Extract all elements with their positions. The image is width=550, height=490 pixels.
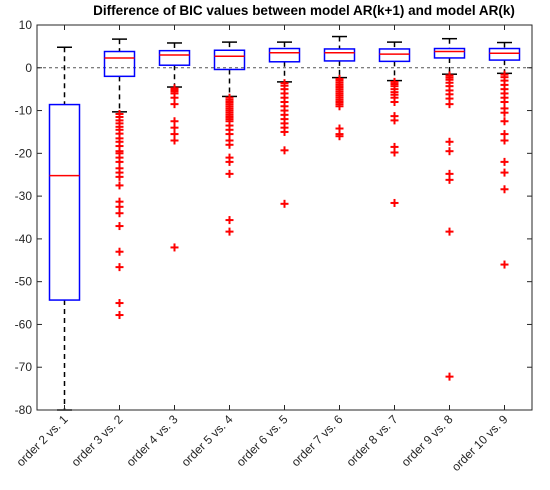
outlier-marker (445, 372, 454, 381)
outlier-marker (170, 100, 179, 109)
y-tick-label: -70 (15, 360, 33, 374)
x-tick-label: order 7 vs. 6 (289, 412, 346, 469)
x-tick-label: order 10 vs. 9 (449, 412, 511, 474)
x-tick-label: order 8 vs. 7 (344, 412, 401, 469)
y-tick-label: -40 (15, 232, 33, 246)
outlier-marker (170, 243, 179, 252)
outlier-marker (390, 148, 399, 157)
y-tick-label: -60 (15, 317, 33, 331)
y-tick-label: -20 (15, 146, 33, 160)
y-tick-label: 0 (25, 61, 32, 75)
box-iqr (213, 49, 246, 71)
box-iqr (158, 49, 191, 66)
outlier-marker (390, 198, 399, 207)
outlier-marker (170, 136, 179, 145)
outlier-marker (500, 136, 509, 145)
x-tick-label: order 4 vs. 3 (124, 412, 181, 469)
outlier-marker (335, 132, 344, 141)
outlier-marker (445, 137, 454, 146)
outlier-marker (500, 168, 509, 177)
outlier-marker (225, 227, 234, 236)
box-iqr (378, 48, 411, 63)
box-iqr (48, 103, 81, 301)
y-tick-label: 10 (19, 18, 33, 32)
outlier-marker (225, 140, 234, 149)
outlier-marker (390, 98, 399, 106)
outlier-marker (115, 299, 124, 308)
outlier-marker (115, 181, 124, 190)
y-tick-label: -50 (15, 275, 33, 289)
outlier-marker (115, 311, 124, 320)
box-iqr (323, 48, 356, 62)
outlier-marker (445, 175, 454, 184)
outlier-marker (225, 157, 234, 166)
outlier-marker (280, 146, 289, 155)
outlier-marker (225, 169, 234, 178)
outlier-marker (115, 247, 124, 256)
x-tick-label: order 5 vs. 4 (179, 412, 236, 469)
outlier-marker (115, 263, 124, 272)
y-tick-label: -10 (15, 104, 33, 118)
x-tick-label: order 2 vs. 1 (14, 412, 71, 469)
outlier-marker (115, 222, 124, 231)
outlier-marker (335, 102, 344, 111)
x-tick-label: order 3 vs. 2 (69, 412, 126, 469)
outlier-marker (115, 172, 124, 181)
outlier-marker (115, 209, 124, 218)
outlier-marker (225, 216, 234, 225)
box-iqr (103, 50, 136, 78)
outlier-marker (280, 127, 289, 136)
outlier-marker (445, 147, 454, 156)
outlier-marker (280, 199, 289, 208)
box-iqr (433, 47, 466, 59)
outlier-marker (500, 108, 509, 117)
outlier-marker (390, 116, 399, 125)
outlier-marker (500, 157, 509, 166)
box-iqr (488, 47, 521, 61)
outlier-marker (500, 117, 509, 126)
outlier-marker (445, 100, 454, 109)
outlier-marker (445, 227, 454, 236)
x-tick-label: order 9 vs. 8 (399, 412, 456, 469)
x-tick-label: order 6 vs. 5 (234, 412, 291, 469)
y-tick-label: -30 (15, 189, 33, 203)
outlier-marker (500, 260, 509, 269)
y-tick-label: -80 (15, 403, 33, 417)
box-iqr (268, 47, 301, 63)
chart-title: Difference of BIC values between model A… (93, 3, 515, 18)
outlier-marker (500, 185, 509, 194)
